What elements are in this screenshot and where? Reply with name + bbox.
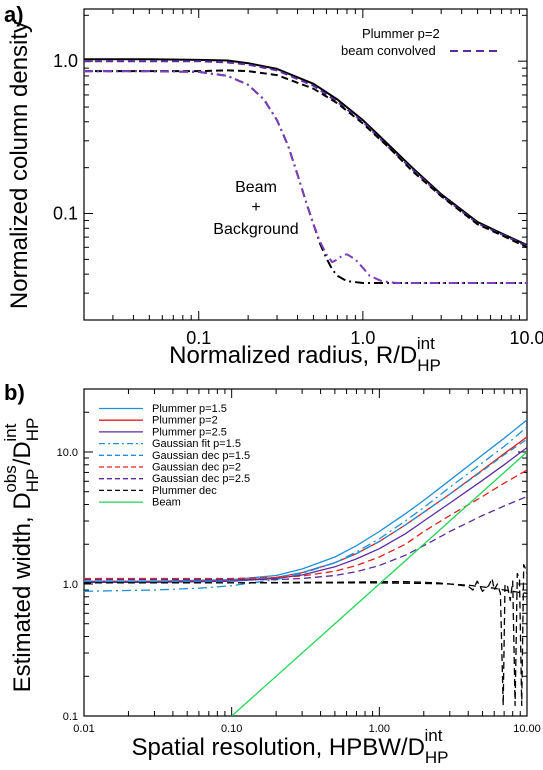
x-axis-label-a: Normalized radius, R/DHP int (169, 334, 441, 375)
series-line-s9 (231, 451, 527, 716)
legend-b-entry: Plummer p=1.5 (152, 403, 227, 415)
panel-b-label: b) (4, 380, 25, 405)
plot-b-series (84, 419, 527, 716)
x-axis-label-b-sup: int (425, 726, 443, 745)
series-line-s6 (84, 495, 527, 581)
plot-b-frame (83, 388, 528, 717)
x-axis-label-a-main: Normalized radius, R/D (169, 342, 417, 369)
y-tick-label: 10.0 (57, 447, 78, 459)
plot-b: 0.01 0.10 1.00 10.00 0.1 1.0 10.0 Plummer p=1.… (57, 388, 541, 735)
x-tick-label: 10.0 (509, 328, 543, 348)
legend-b-entry: Gaussian fit p=1.5 (152, 438, 241, 450)
plot-a-series (84, 58, 527, 284)
y-axis-label-b-mid: /D (9, 441, 36, 465)
x-tick-label: 0.10 (221, 723, 242, 735)
x-axis-label-b-main: Spatial resolution, HPBW/D (131, 734, 424, 761)
series-line-s2 (84, 447, 527, 583)
plot-b-ticks: 0.01 0.10 1.00 10.00 0.1 1.0 10.0 (57, 388, 541, 735)
x-tick-label: 1.00 (369, 723, 390, 735)
y-axis-label-b: Estimated width, DHPobs/DHPint (1, 418, 42, 693)
legend-b-entry: Gaussian dec p=2 (152, 462, 241, 474)
plot-a: 0.1 1.0 10.0 0.1 1.0 Plummer p=2 beam convol… (53, 8, 543, 348)
x-tick-label: 0.01 (73, 723, 94, 735)
y-axis-label-b-sub1: HP (23, 469, 42, 493)
plot-a-frame (83, 8, 528, 321)
x-tick-label: 10.00 (513, 723, 541, 735)
legend-b-entry: Beam (152, 497, 181, 509)
series-line-plummer_conv (84, 60, 527, 248)
x-axis-label-b-sub: HP (425, 748, 449, 767)
series-line-s4 (84, 438, 527, 583)
y-tick-label: 1.0 (53, 51, 78, 71)
x-tick-label: 0.1 (186, 328, 211, 348)
series-line-s3 (84, 426, 527, 592)
series-line-s1 (84, 436, 527, 583)
legend-b-entry: Gaussian dec p=2.5 (152, 473, 250, 485)
plot-a-legend: Plummer p=2 beam convolved (341, 26, 497, 58)
y-axis-label-b-main: Estimated width, D (9, 492, 36, 692)
y-tick-label: 1.0 (63, 579, 78, 591)
series-line-s0 (84, 419, 527, 582)
panel-a-label: a) (4, 2, 24, 27)
y-tick-label: 0.1 (53, 204, 78, 224)
series-line-plummer_base (84, 69, 527, 249)
x-axis-label-a-sub: HP (417, 356, 441, 375)
plot-a-ticks: 0.1 1.0 10.0 0.1 1.0 (53, 9, 543, 348)
y-axis-label-b-sup2: int (1, 423, 20, 441)
x-axis-label-b: Spatial resolution, HPBW/DHP int (131, 726, 448, 767)
series-line-s7 (84, 564, 527, 707)
legend-a-title: Plummer p=2 (362, 26, 440, 41)
series-line-plummer (84, 58, 527, 247)
legend-b-entry: Plummer dec (152, 485, 217, 497)
legend-b-entry: Plummer p=2.5 (152, 426, 227, 438)
annotation-beam: Beam (235, 179, 277, 196)
legend-b-entry: Plummer p=2 (152, 415, 218, 427)
beam-background-annotation: Beam + Background (213, 179, 298, 238)
y-axis-label-a: Normalized column density (6, 21, 33, 309)
x-axis-label-a-sup: int (417, 334, 435, 353)
series-line-beam_bg_purple (84, 70, 527, 284)
annotation-background: Background (213, 221, 298, 238)
y-axis-label-b-sub2: HP (23, 418, 42, 442)
series-line-s8 (84, 582, 527, 594)
x-tick-label: 1.0 (350, 328, 375, 348)
y-axis-label-b-sup1: obs (1, 465, 20, 492)
legend-a-entry-beam-convolved: beam convolved (341, 43, 436, 58)
y-tick-label: 0.1 (63, 711, 78, 723)
series-line-s5 (84, 469, 527, 580)
annotation-plus: + (251, 199, 260, 216)
series-line-beam_bg (84, 70, 527, 284)
legend-b-entry: Gaussian dec p=1.5 (152, 450, 250, 462)
